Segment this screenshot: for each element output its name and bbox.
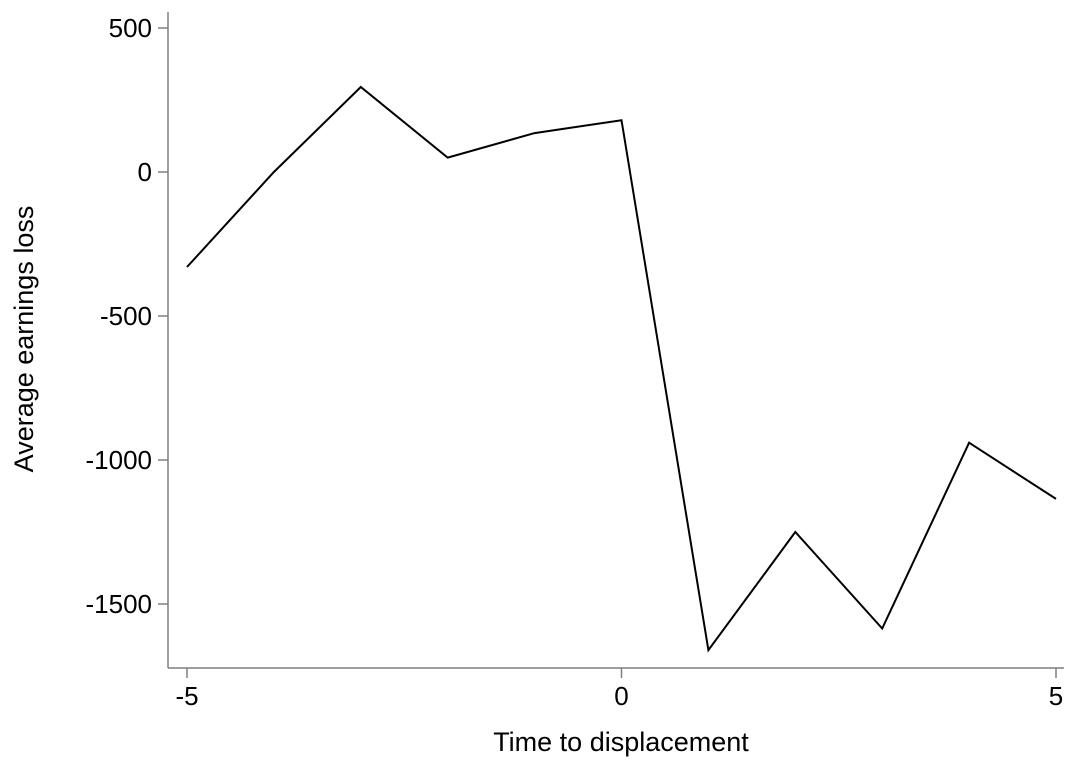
- y-axis: 500 0 -500 -1000 -1500: [86, 12, 169, 668]
- x-axis-title: Time to displacement: [493, 727, 749, 757]
- y-tick-label: -1500: [86, 589, 153, 619]
- y-axis-title: Average earnings loss: [9, 206, 39, 473]
- y-tick-label: -1000: [86, 445, 153, 475]
- x-tick-label: 5: [1049, 681, 1063, 711]
- y-tick-label: 0: [138, 157, 152, 187]
- y-tick-label: 500: [109, 13, 152, 43]
- x-tick-label: -5: [175, 681, 198, 711]
- x-axis: -5 0 5: [168, 667, 1064, 711]
- y-tick-label: -500: [100, 301, 152, 331]
- plot-area: [186, 85, 1057, 653]
- x-tick-label: 0: [614, 681, 628, 711]
- series-line: [186, 85, 1057, 653]
